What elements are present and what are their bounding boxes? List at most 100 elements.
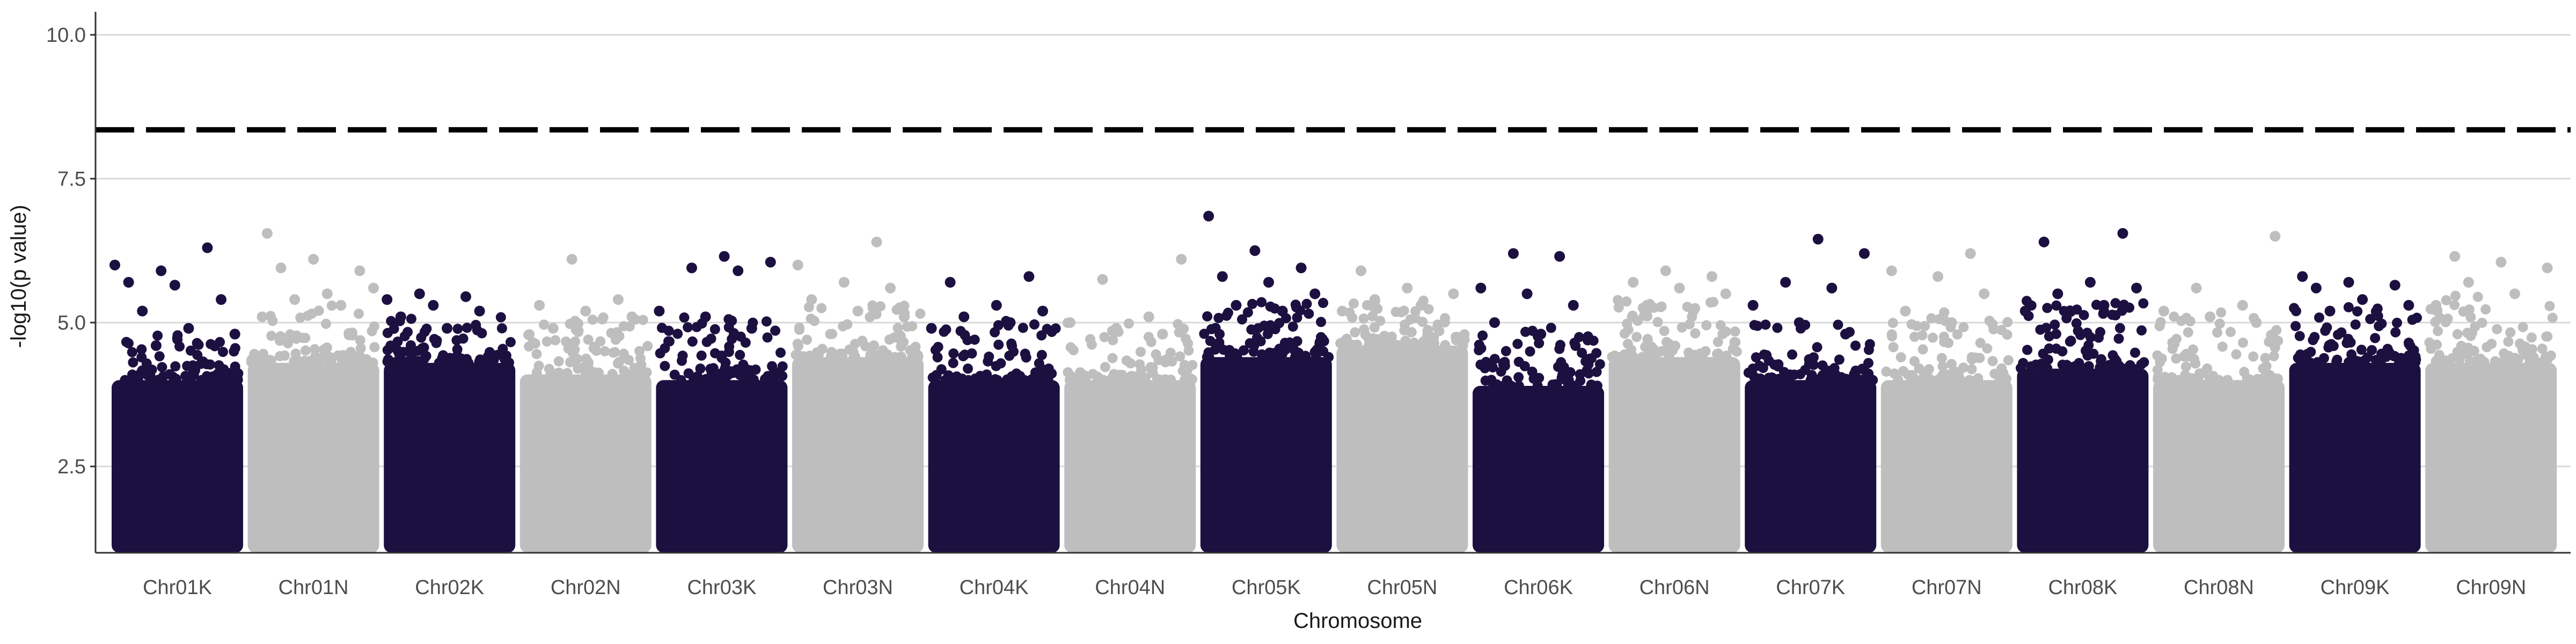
snp-point (2510, 353, 2521, 363)
snp-point (915, 308, 926, 319)
snp-point (1477, 330, 1488, 341)
snp-point (2079, 363, 2089, 374)
series-Chr08N (2152, 231, 2285, 553)
snp-point (458, 355, 469, 365)
snp-point (692, 371, 703, 382)
snp-point (2331, 356, 2342, 367)
top-snp-point (368, 282, 379, 294)
snp-point (2050, 319, 2060, 330)
snp-point (816, 303, 827, 313)
snp-point (2354, 356, 2365, 367)
x-tick-label: Chr02K (415, 576, 484, 599)
snp-point (1108, 335, 1118, 346)
snp-point (1560, 374, 1570, 385)
snp-point (1787, 349, 1797, 360)
snp-point (2178, 351, 2189, 362)
top-snp-point (792, 259, 803, 270)
top-snp-point (2431, 299, 2442, 311)
snp-point (1382, 336, 1393, 347)
dense-points-Chr06N (1608, 357, 1740, 553)
snp-point (1263, 352, 1274, 362)
snp-point (1613, 302, 1624, 313)
snp-point (2442, 313, 2453, 324)
top-snp-point (321, 288, 333, 299)
snp-point (1262, 328, 1273, 339)
snp-point (1701, 320, 1712, 331)
snp-point (2059, 305, 2069, 316)
x-axis-title: Chromosome (1293, 609, 1422, 633)
top-snp-point (382, 294, 393, 305)
snp-point (1583, 368, 1594, 379)
snp-point (1166, 375, 1176, 385)
snp-point (2458, 306, 2469, 317)
snp-point (413, 356, 423, 367)
snp-point (209, 341, 220, 352)
series-Chr02N (519, 254, 653, 553)
snp-point (735, 370, 745, 380)
top-snp-point (852, 305, 863, 317)
top-snp-point (202, 242, 213, 253)
snp-point (1946, 358, 1957, 369)
snp-point (2169, 311, 2179, 322)
snp-point (1290, 299, 1301, 310)
dense-points-Chr01N (247, 363, 379, 553)
snp-point (2171, 353, 2182, 364)
snp-point (767, 361, 778, 371)
snp-point (1099, 375, 1109, 385)
snp-point (192, 350, 203, 361)
snp-point (695, 363, 706, 374)
snp-point (2261, 361, 2272, 371)
y-tick-labels: 2.5 5.0 7.5 10.0 (46, 24, 86, 478)
snp-point (275, 351, 286, 362)
snp-point (967, 348, 977, 359)
snp-point (1749, 320, 1760, 331)
snp-point (257, 357, 268, 368)
snp-point (1236, 314, 1247, 325)
snp-point (581, 369, 591, 379)
snp-point (1751, 352, 1761, 363)
snp-point (2214, 375, 2224, 385)
x-tick-labels: Chr01K Chr01N Chr02K Chr02N Chr03K Chr03N Chr0… (143, 576, 2526, 599)
x-tick-label: Chr06N (1640, 576, 1710, 599)
snp-point (857, 335, 868, 346)
snp-point (2110, 298, 2121, 309)
snp-point (709, 324, 720, 335)
snp-point (1633, 316, 1643, 326)
snp-point (2231, 349, 2242, 360)
snp-point (505, 336, 516, 347)
snp-point (350, 357, 361, 368)
snp-point (907, 321, 918, 332)
snp-point (2088, 348, 2099, 359)
snp-point (472, 325, 482, 335)
snp-point (1202, 352, 1212, 362)
snp-point (2370, 333, 2381, 343)
dense-points-Chr05K (1200, 357, 1332, 553)
snp-point (419, 326, 430, 337)
snp-point (891, 304, 902, 315)
snp-point (1513, 372, 1524, 383)
dense-points-Chr01K (112, 380, 243, 553)
snp-point (1474, 339, 1484, 350)
snp-point (1107, 353, 1118, 363)
x-tick-label: Chr05N (1367, 576, 1437, 599)
snp-point (1909, 332, 1920, 342)
snp-point (895, 331, 906, 341)
snp-point (1670, 340, 1681, 351)
snp-point (1772, 323, 1783, 333)
x-tick-label: Chr03K (687, 576, 756, 599)
snp-point (1301, 298, 1312, 309)
snp-point (1661, 336, 1672, 347)
top-snp-point (1780, 277, 1791, 288)
snp-point (610, 334, 621, 345)
snp-point (1451, 332, 1461, 342)
series-Chr09K (2289, 271, 2422, 553)
top-snp-point (806, 294, 817, 305)
snp-point (588, 343, 599, 354)
snp-point (1152, 374, 1163, 384)
snp-point (452, 344, 463, 355)
snp-point (2336, 327, 2347, 338)
top-snp-point (2237, 299, 2248, 311)
top-snp-point (2509, 288, 2520, 299)
snp-point (1418, 338, 1429, 349)
